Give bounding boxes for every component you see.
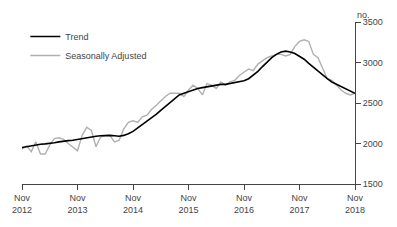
svg-text:Nov2016: Nov2016 [234, 193, 254, 215]
svg-text:Nov2014: Nov2014 [123, 193, 143, 215]
svg-text:Trend: Trend [65, 32, 88, 42]
svg-text:1500: 1500 [363, 179, 383, 189]
svg-text:3000: 3000 [363, 58, 383, 68]
svg-text:2000: 2000 [363, 139, 383, 149]
svg-text:Nov2017: Nov2017 [289, 193, 309, 215]
svg-text:Nov2012: Nov2012 [12, 193, 32, 215]
svg-text:no.: no. [357, 10, 370, 20]
svg-text:2500: 2500 [363, 98, 383, 108]
svg-text:Nov2015: Nov2015 [178, 193, 198, 215]
svg-text:3500: 3500 [363, 17, 383, 27]
svg-text:Nov2018: Nov2018 [345, 193, 365, 215]
svg-text:Seasonally Adjusted: Seasonally Adjusted [65, 51, 146, 61]
svg-text:Nov2013: Nov2013 [67, 193, 87, 215]
